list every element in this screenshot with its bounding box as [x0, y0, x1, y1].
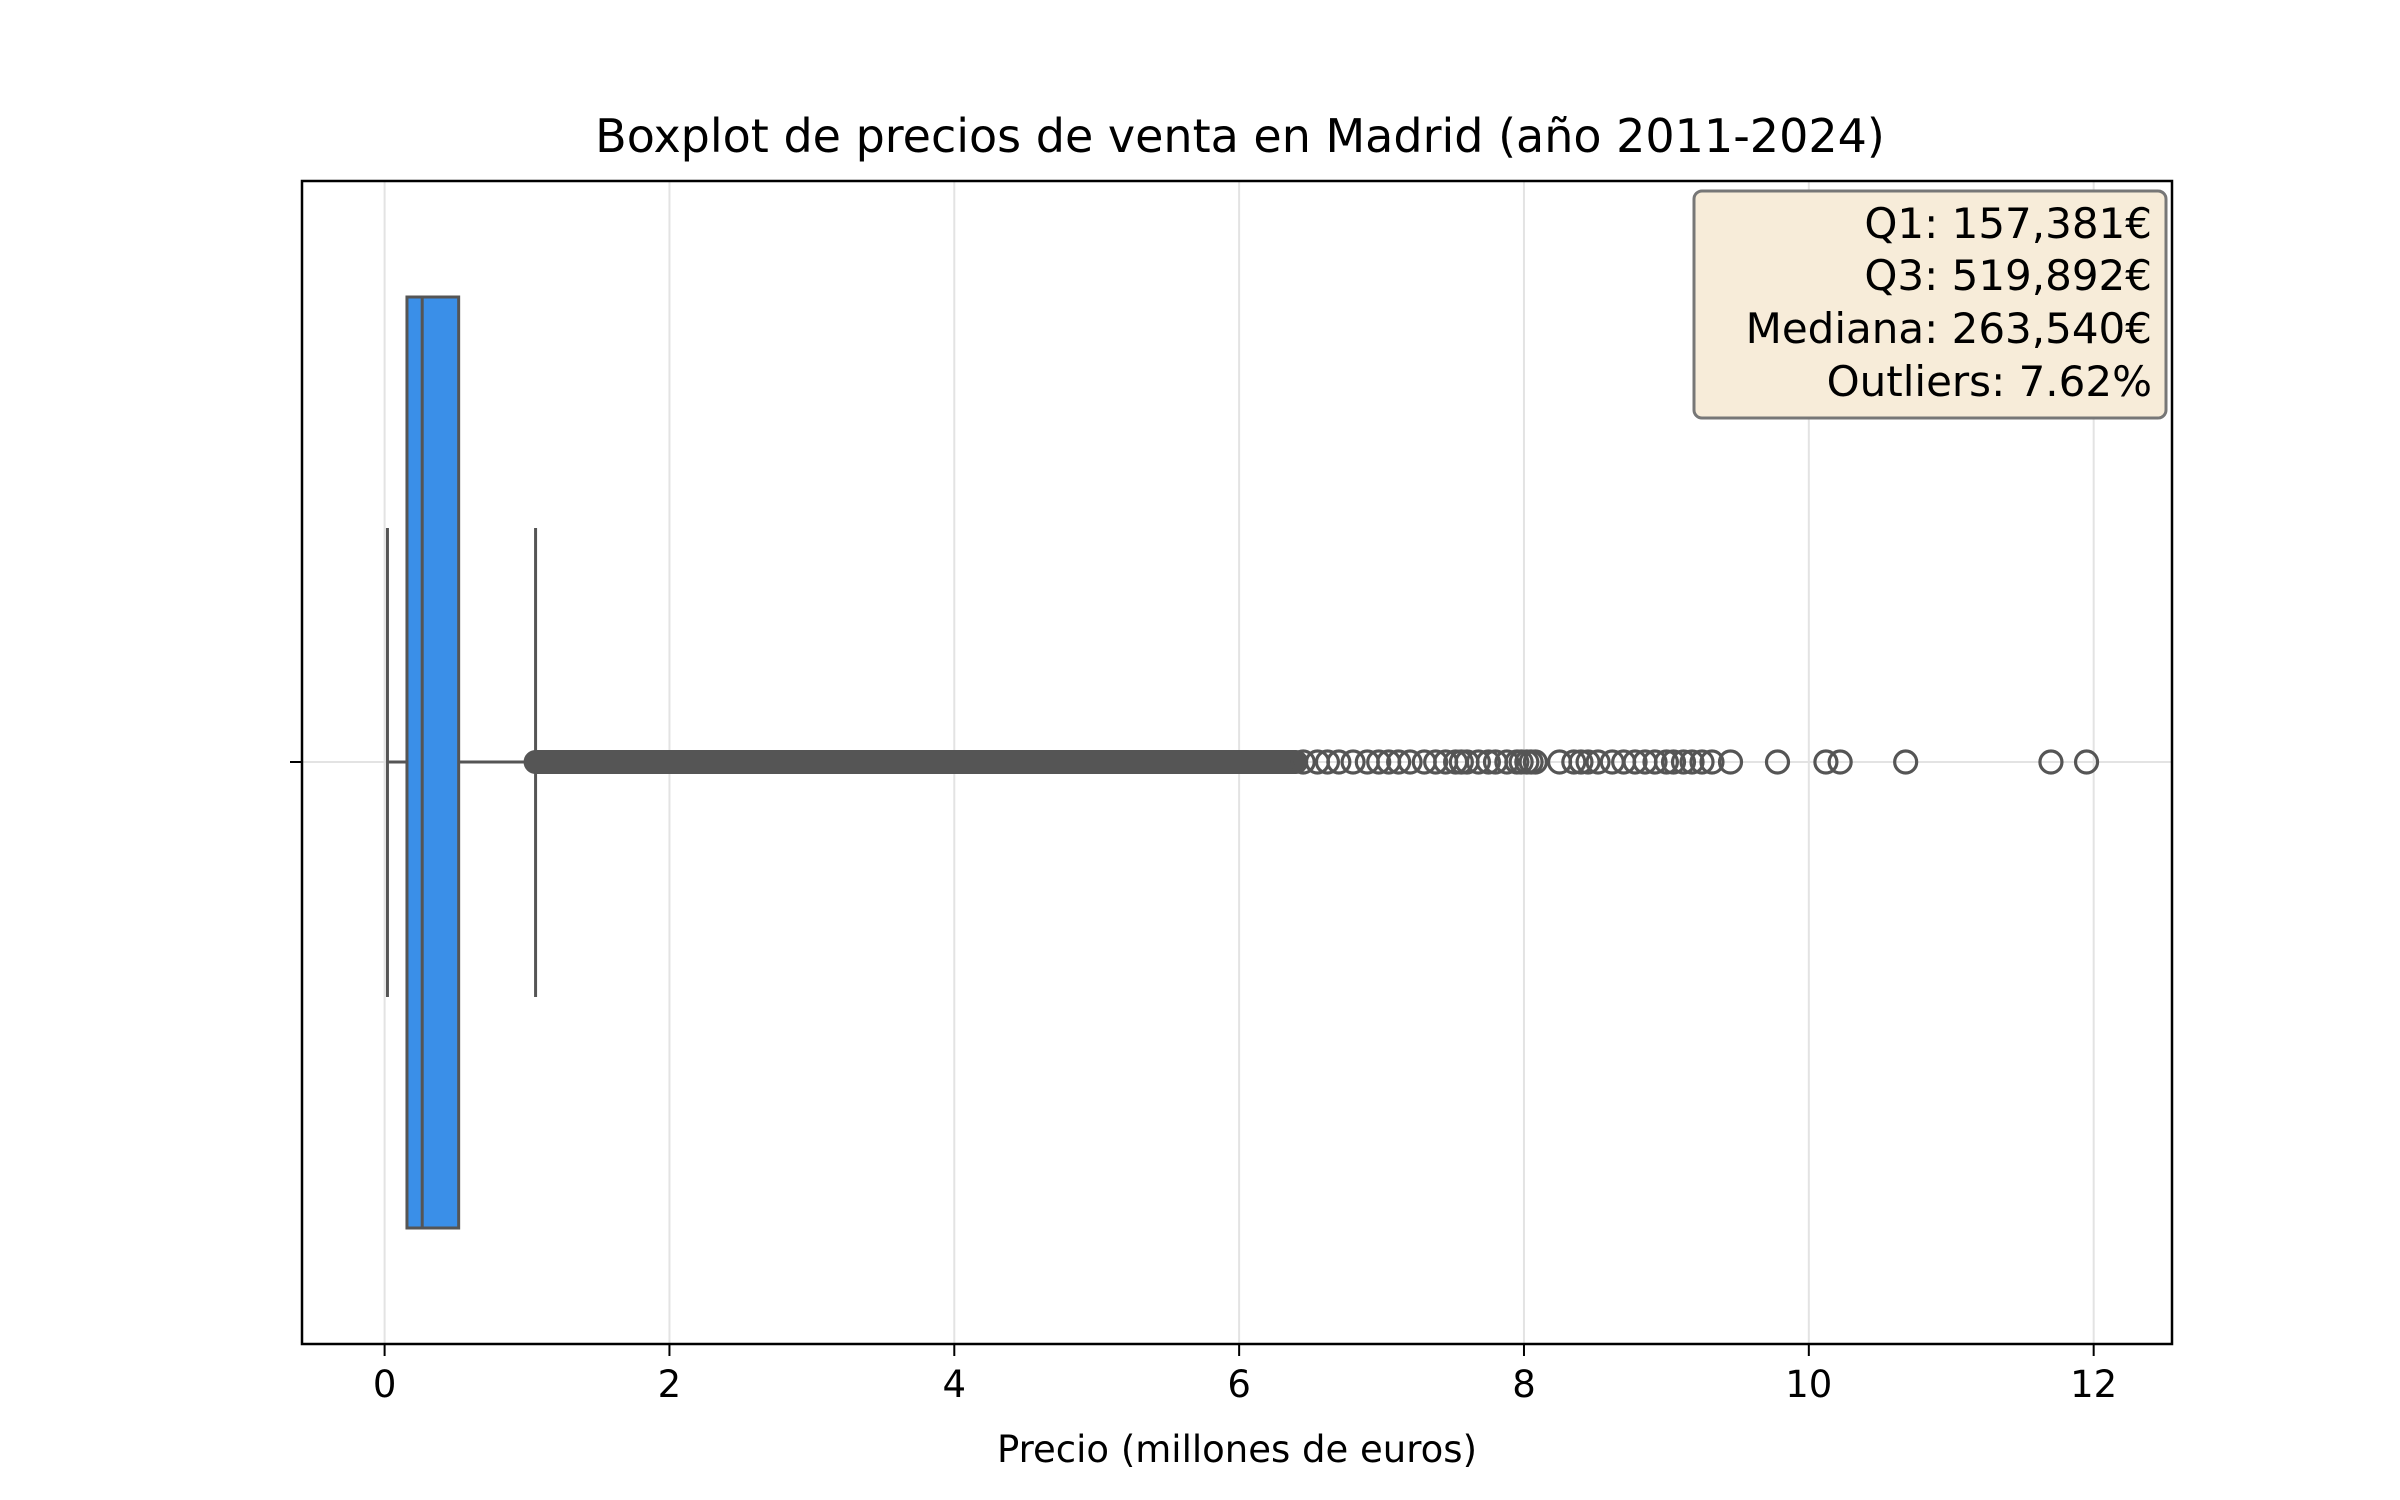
outlier-point [1386, 749, 1412, 775]
outlier-point [1670, 749, 1697, 775]
outlier-point [1893, 749, 1919, 775]
x-tick-label: 10 [1785, 1363, 1832, 1406]
x-tick-label: 0 [373, 1363, 397, 1406]
outlier-point [1653, 749, 1680, 775]
outlier-point [1326, 749, 1352, 775]
outlier-point [1813, 749, 1839, 775]
stats-q1: Q1: 157,381€ [1864, 199, 2152, 248]
x-axis: 0 2 4 6 8 10 12 [290, 761, 2117, 1406]
outlier-point [2073, 749, 2100, 775]
outlier-point [1699, 749, 1725, 775]
iqr-box [405, 295, 461, 1230]
outlier-point [1522, 749, 1548, 775]
outlier-point [1689, 749, 1715, 775]
stats-box-frame [1692, 189, 2168, 420]
x-tick-label: 12 [2070, 1363, 2117, 1406]
stats-median: Mediana: 263,540€ [1746, 304, 2152, 353]
outlier-point [1764, 749, 1791, 775]
outlier-point [1423, 749, 1449, 775]
outlier-point [2038, 749, 2064, 775]
outlier-point [1494, 749, 1520, 775]
chart-title: Boxplot de precios de venta en Madrid (a… [595, 109, 1885, 163]
outlier-dense-band [523, 750, 1309, 774]
stats-q3: Q3: 519,892€ [1864, 251, 2152, 300]
outlier-point [1290, 749, 1316, 775]
x-tick-label: 2 [658, 1363, 682, 1406]
outlier-point [1679, 749, 1705, 775]
x-tick-label: 4 [943, 1363, 967, 1406]
outlier-point [1475, 749, 1501, 775]
x-tick-label: 6 [1227, 1363, 1251, 1406]
plot-area [385, 295, 2100, 1230]
outlier-point [1465, 749, 1492, 775]
outlier-point [1827, 749, 1853, 775]
stats-outliers: Outliers: 7.62% [1827, 357, 2152, 406]
outlier-point [1660, 749, 1687, 775]
stats-box: Q1: 157,381€ Q3: 519,892€ Mediana: 263,5… [1692, 189, 2168, 420]
outlier-point [1366, 749, 1392, 775]
outlier-point [1622, 749, 1648, 775]
outlier-point [1717, 749, 1744, 775]
outlier-point [1568, 749, 1594, 775]
outlier-point [1642, 749, 1668, 775]
outlier-point [1561, 749, 1587, 775]
outlier-point [1397, 749, 1423, 775]
x-tick-label: 8 [1512, 1363, 1536, 1406]
outlier-point [1314, 749, 1341, 775]
outlier-point [1575, 749, 1601, 775]
outlier-point [1585, 749, 1611, 775]
outlier-point [1340, 749, 1366, 775]
x-axis-label: Precio (millones de euros) [997, 1428, 1477, 1471]
